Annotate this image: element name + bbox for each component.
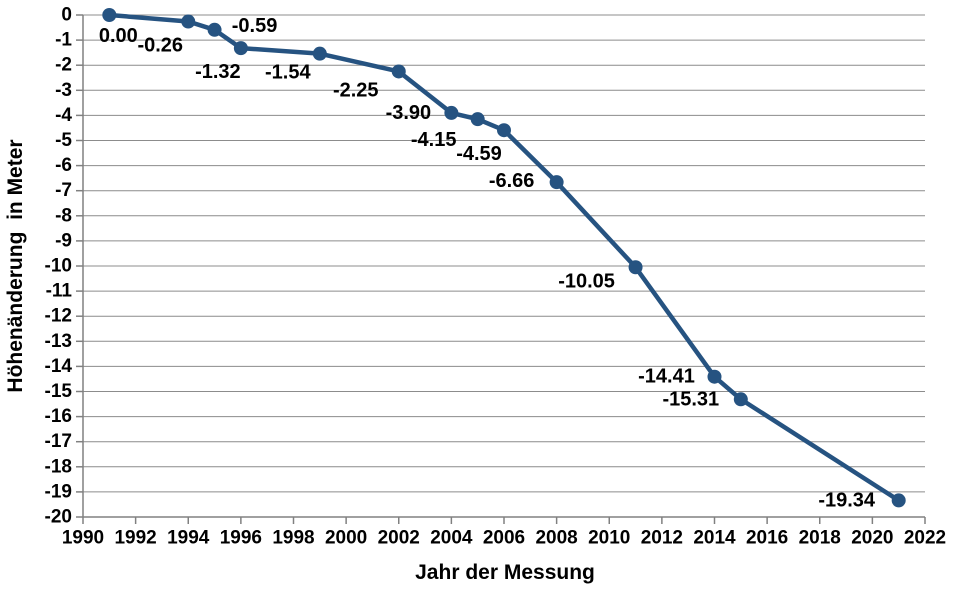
- y-tick-label: -18: [45, 456, 72, 477]
- y-tick-label: -13: [45, 331, 72, 352]
- data-label: -19.34: [818, 489, 876, 511]
- x-tick-label: 2012: [641, 528, 683, 549]
- data-point: [312, 46, 327, 61]
- x-axis-title: Jahr der Messung: [415, 561, 595, 584]
- data-label: -4.15: [411, 129, 457, 151]
- y-tick-label: -5: [55, 130, 72, 151]
- data-point: [102, 8, 117, 22]
- x-tick-label: 1994: [167, 528, 210, 549]
- y-tick-label: -4: [55, 105, 72, 126]
- y-tick-label: -17: [45, 431, 72, 452]
- y-tick-label: -14: [45, 356, 73, 377]
- data-point: [207, 22, 222, 37]
- y-tick-label: -3: [55, 80, 72, 101]
- y-tick-label: -20: [45, 507, 72, 528]
- data-point: [891, 493, 906, 508]
- x-tick-label: 2008: [535, 528, 577, 549]
- data-label: -15.31: [662, 388, 719, 410]
- data-point: [628, 260, 643, 275]
- x-tick-label: 2018: [799, 528, 841, 549]
- data-point: [391, 64, 406, 79]
- data-label: -1.54: [265, 62, 311, 84]
- data-point: [733, 392, 748, 407]
- y-tick-label: -1: [55, 30, 72, 51]
- x-tick-label: 2004: [430, 528, 473, 549]
- x-tick-label: 1992: [114, 528, 156, 549]
- x-tick-label: 1996: [220, 528, 262, 549]
- y-tick-label: -7: [55, 180, 72, 201]
- y-tick-label: -10: [45, 256, 72, 277]
- data-label: -10.05: [558, 270, 615, 292]
- y-tick-label: -16: [45, 406, 72, 427]
- data-label: -0.26: [137, 35, 183, 57]
- y-tick-label: -6: [55, 155, 72, 176]
- data-label: -2.25: [333, 79, 379, 101]
- data-label: 0.00: [99, 25, 138, 47]
- data-label: -6.66: [489, 170, 535, 192]
- x-tick-label: 2006: [483, 528, 525, 549]
- data-point: [181, 14, 196, 29]
- y-tick-label: -8: [55, 205, 72, 226]
- y-tick-label: -12: [45, 306, 72, 327]
- series-line: [107, 12, 901, 503]
- x-tick-label: 1990: [62, 528, 104, 549]
- x-tick-label: 2014: [693, 528, 736, 549]
- y-tick-label: -9: [55, 230, 72, 251]
- data-point: [707, 369, 722, 384]
- y-axis-title: Höhenänderung in Meter: [4, 139, 27, 393]
- data-label: -1.32: [195, 61, 241, 83]
- data-label: -14.41: [638, 366, 695, 388]
- data-label: -3.90: [386, 102, 432, 124]
- y-tick-label: -15: [45, 381, 73, 402]
- data-label: -0.59: [232, 15, 278, 37]
- y-tick-label: -11: [46, 281, 73, 302]
- x-tick-label: 2016: [746, 528, 788, 549]
- data-point: [233, 41, 248, 56]
- x-tick-label: 2020: [851, 528, 893, 549]
- x-tick-label: 2010: [588, 528, 630, 549]
- x-tick-label: 2000: [325, 528, 367, 549]
- y-tick-label: -19: [45, 481, 72, 502]
- data-label: -4.59: [456, 143, 502, 165]
- data-point: [470, 112, 485, 127]
- data-point: [549, 175, 564, 190]
- data-point: [444, 105, 459, 120]
- x-tick-label: 2002: [378, 528, 420, 549]
- data-point: [497, 123, 511, 138]
- x-tick-label: 2022: [904, 528, 946, 549]
- y-tick-label: 0: [61, 5, 72, 26]
- y-tick-label: -2: [55, 55, 72, 76]
- x-tick-label: 1998: [272, 528, 314, 549]
